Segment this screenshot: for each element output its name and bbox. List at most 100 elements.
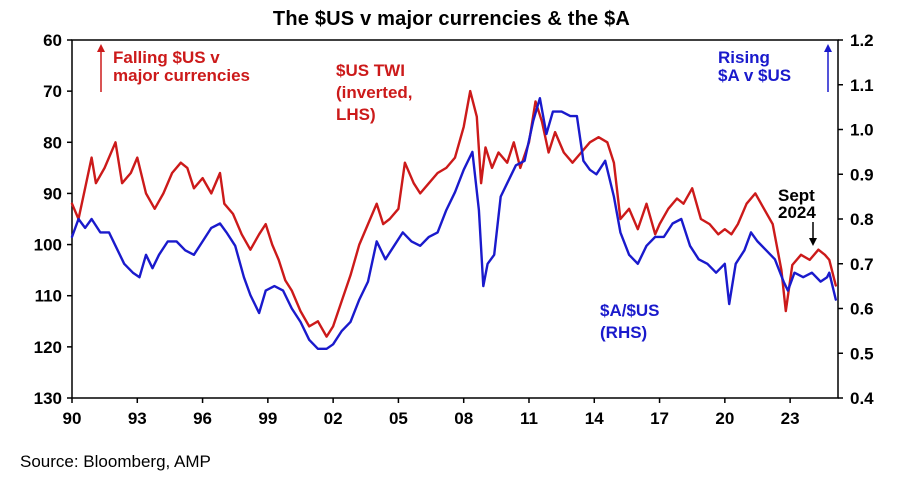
sept-arrow-head xyxy=(809,238,817,246)
audusd-data-point xyxy=(428,236,430,238)
twi-data-point xyxy=(763,208,765,210)
source-note: Source: Bloomberg, AMP xyxy=(20,452,211,471)
twi-data-point xyxy=(497,151,500,154)
left-tick-label: 130 xyxy=(34,389,62,408)
audusd-data-point xyxy=(90,218,93,220)
twi-data-point xyxy=(817,248,820,251)
audusd-data-point xyxy=(774,258,776,261)
twi-data-point xyxy=(95,182,97,184)
aud-label-line2: (RHS) xyxy=(600,323,647,342)
twi-data-point xyxy=(754,192,757,195)
audusd-data-point xyxy=(210,227,213,229)
audusd-data-point xyxy=(765,249,767,252)
audusd-data-point xyxy=(291,307,293,310)
audusd-data-point xyxy=(835,298,837,301)
audusd-data-point xyxy=(419,245,422,247)
audusd-data-point xyxy=(201,240,204,243)
twi-data-point xyxy=(201,177,204,179)
audusd-data-point xyxy=(750,231,752,234)
twi-data-point xyxy=(240,233,243,236)
twi-data-point xyxy=(223,202,226,205)
audusd-data-point xyxy=(782,280,785,283)
twi-data-point xyxy=(563,151,565,154)
audusd-data-point xyxy=(71,236,73,238)
twi-data-point xyxy=(121,182,123,184)
audusd-data-point xyxy=(756,240,759,243)
twi-data-point xyxy=(658,223,661,225)
audusd-data-point xyxy=(114,245,117,247)
twi-data-point xyxy=(186,167,189,169)
falling-label-line1: Falling $US v xyxy=(113,48,220,67)
twi-data-point xyxy=(264,223,267,225)
twi-data-point xyxy=(193,187,195,190)
twi-data-point xyxy=(708,223,711,225)
audusd-data-point xyxy=(532,119,535,122)
audusd-data-point xyxy=(375,240,378,243)
twi-data-point xyxy=(491,167,493,169)
twi-data-point xyxy=(404,161,406,164)
twi-data-point xyxy=(835,284,837,287)
x-tick-label: 17 xyxy=(650,409,669,428)
x-tick-label: 05 xyxy=(389,409,408,428)
twi-data-point xyxy=(153,208,156,210)
audusd-data-point xyxy=(108,231,110,234)
sept-label-line2: 2024 xyxy=(778,203,816,222)
right-tick-label: 1.0 xyxy=(850,121,874,140)
twi-data-point xyxy=(800,254,802,256)
twi-data-point xyxy=(454,156,456,159)
left-tick-label: 60 xyxy=(43,31,62,50)
x-tick-label: 02 xyxy=(324,409,343,428)
audusd-data-point xyxy=(595,173,598,176)
plot-frame xyxy=(71,39,839,399)
audusd-data-point xyxy=(436,231,439,234)
twi-data-point xyxy=(700,218,702,220)
audusd-data-point xyxy=(552,110,554,113)
audusd-data-point xyxy=(402,231,404,234)
audusd-data-point xyxy=(84,227,86,229)
twi-data-point xyxy=(419,192,422,195)
left-tick-label: 100 xyxy=(34,236,62,255)
twi-data-point xyxy=(645,202,648,205)
twi-data-point xyxy=(808,259,811,261)
audusd-data-point xyxy=(486,263,489,265)
twi-data-point xyxy=(619,218,622,220)
audusd-data-point xyxy=(308,339,311,341)
audusd-data-point xyxy=(393,245,395,247)
twi-data-point xyxy=(554,131,556,133)
twi-data-point xyxy=(484,146,487,149)
x-tick-label: 14 xyxy=(585,409,604,428)
audusd-data-point xyxy=(499,195,502,198)
audusd-data-point xyxy=(77,218,80,220)
audusd-data-point xyxy=(258,312,260,314)
twi-data-point xyxy=(388,218,391,220)
twi-data-point xyxy=(325,335,328,338)
audusd-data-point xyxy=(282,289,284,292)
right-tick-label: 1.1 xyxy=(850,76,874,95)
audusd-data-point xyxy=(167,240,169,243)
twi-data-point xyxy=(71,202,73,205)
rising-label-line1: Rising xyxy=(718,48,770,67)
audusd-data-point xyxy=(158,254,160,256)
rising-arrow-head xyxy=(824,44,832,52)
falling-label-line2: major currencies xyxy=(113,66,250,85)
twi-data-point xyxy=(232,213,234,215)
twi-data-point xyxy=(90,156,93,159)
twi-data-point xyxy=(249,248,252,251)
twi-data-point xyxy=(291,289,293,292)
x-tick-label: 93 xyxy=(128,409,147,428)
twi-data-point xyxy=(436,172,439,174)
audusd-data-point xyxy=(628,254,630,256)
twi-data-point xyxy=(284,279,287,282)
twi-data-point xyxy=(145,192,147,195)
twi-data-point xyxy=(210,192,213,195)
left-tick-label: 80 xyxy=(43,133,62,152)
right-tick-label: 0.4 xyxy=(850,389,874,408)
x-tick-label: 08 xyxy=(454,409,473,428)
audusd-data-point xyxy=(515,164,517,167)
audusd-data-point xyxy=(219,222,221,225)
left-tick-label: 110 xyxy=(35,287,62,306)
x-tick-label: 11 xyxy=(520,409,538,428)
twi-data-point xyxy=(462,126,465,128)
twi-data-point xyxy=(103,167,106,169)
